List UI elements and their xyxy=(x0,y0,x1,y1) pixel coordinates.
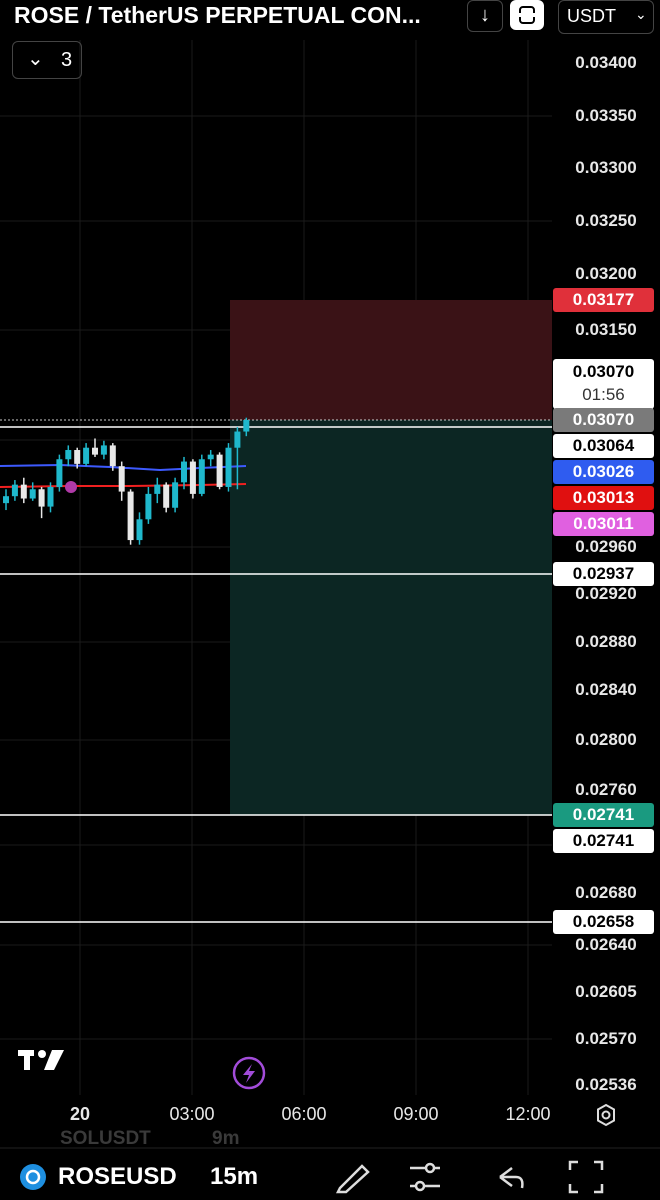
settings-icon-dot xyxy=(601,1110,611,1120)
lightning-button[interactable] xyxy=(232,1056,266,1090)
price-label: 0.03200 xyxy=(575,264,637,283)
chevron: ⌄ xyxy=(27,48,44,70)
candle-body xyxy=(20,484,27,499)
toolbar-icons xyxy=(335,1160,604,1194)
price-tag: 0.02658 xyxy=(553,910,654,934)
price-tag: 0.03013 xyxy=(553,486,654,510)
candle-body xyxy=(189,461,196,494)
candle-body xyxy=(181,461,187,483)
candle-body xyxy=(118,466,125,492)
symbol-logo xyxy=(20,1164,46,1190)
candle-body xyxy=(92,447,98,455)
candle-body xyxy=(29,489,36,499)
countdown-tag: 0.03070 01:56 xyxy=(553,359,654,409)
adjust-button[interactable] xyxy=(410,1166,440,1188)
price-label: 0.03400 xyxy=(575,53,637,72)
candle-body xyxy=(234,431,241,448)
price-label: 0.02570 xyxy=(575,1029,637,1048)
price-label: 0.03150 xyxy=(575,320,637,339)
candle-body xyxy=(243,420,250,432)
price-tag: 0.02741 xyxy=(553,803,654,827)
watermark-symbol: SOLUSDT xyxy=(60,1128,151,1149)
price-tag: 0.02741 xyxy=(553,829,654,853)
candle-body xyxy=(198,459,205,494)
time-label: 12:00 xyxy=(505,1104,551,1124)
moving-average xyxy=(0,483,247,488)
indicator-count: 3 xyxy=(61,49,73,71)
price-tag: 0.03177 xyxy=(553,288,654,312)
price-tag: 0.03064 xyxy=(553,434,654,458)
price-label: 0.02880 xyxy=(575,632,637,651)
lightning-icon xyxy=(243,1064,255,1083)
time-label: 20 xyxy=(69,1104,91,1124)
price-label: 0.02536 xyxy=(575,1075,637,1094)
symbol-title[interactable]: ROSE / TetherUS PERPETUAL CON... xyxy=(14,2,421,28)
draw-button[interactable] xyxy=(335,1164,370,1194)
price-label: 0.02680 xyxy=(575,883,637,902)
candle-body xyxy=(225,447,232,487)
price-label: 0.02800 xyxy=(575,730,637,749)
countdown: 01:56 xyxy=(582,385,625,404)
price-label: 0.02840 xyxy=(575,680,637,699)
time-label: 03:00 xyxy=(169,1104,215,1124)
price-tag: 0.03070 xyxy=(553,408,654,432)
download-button[interactable]: ↓ xyxy=(467,0,503,32)
price-label: 0.02605 xyxy=(575,982,637,1001)
indicators-toggle[interactable]: ⌄ 3 xyxy=(12,41,82,79)
compare-icon xyxy=(516,6,538,24)
tradingview-logo xyxy=(18,1050,64,1070)
price-tag: 0.03070 xyxy=(572,362,635,381)
candle-body xyxy=(100,445,107,455)
marker xyxy=(65,481,77,493)
candle-body xyxy=(136,519,143,541)
currency: USDT xyxy=(567,6,616,26)
time-label: 09:00 xyxy=(393,1104,439,1124)
candle-body xyxy=(127,491,134,541)
price-tag: 0.03026 xyxy=(553,460,654,484)
price-label: 0.02920 xyxy=(575,584,637,603)
candle-body xyxy=(83,447,90,464)
candle-body xyxy=(65,450,72,460)
footer-symbol[interactable]: ROSEUSD xyxy=(58,1163,177,1190)
price-label: 0.02960 xyxy=(575,537,637,556)
candle-body xyxy=(216,454,223,487)
candles xyxy=(3,417,250,545)
price-label: 0.03250 xyxy=(575,211,637,230)
footer-interval[interactable]: 15m xyxy=(210,1163,259,1190)
candle-body xyxy=(109,445,116,467)
moving-average xyxy=(0,463,247,472)
symbol-logo-ring xyxy=(25,1169,41,1185)
compare-button[interactable] xyxy=(510,0,544,30)
price-label: 0.03300 xyxy=(575,158,637,177)
candle-body xyxy=(47,486,54,507)
candle-body xyxy=(154,484,161,494)
price-label: 0.03350 xyxy=(575,106,637,125)
candle-body xyxy=(172,482,179,508)
time-label: 06:00 xyxy=(281,1104,327,1124)
candle-body xyxy=(3,496,9,504)
candle-body xyxy=(38,489,45,507)
stop-zone xyxy=(230,300,552,420)
candle-body xyxy=(207,454,214,460)
price-tag: 0.02937 xyxy=(553,562,654,586)
settings-icon[interactable] xyxy=(597,1103,615,1127)
candle-body xyxy=(163,484,170,508)
price-label: 0.02640 xyxy=(575,935,637,954)
watermark-interval: 9m xyxy=(212,1128,240,1149)
candle-body xyxy=(56,459,63,487)
candle-body xyxy=(74,450,81,464)
price-label: 0.02760 xyxy=(575,780,637,799)
price-tag: 0.03011 xyxy=(553,512,654,536)
currency-select[interactable]: USDT ⌄ xyxy=(558,0,654,34)
chevron: ⌄ xyxy=(635,6,647,22)
fullscreen-button[interactable] xyxy=(568,1160,604,1194)
target-zone xyxy=(230,420,552,815)
candle-body xyxy=(145,493,152,520)
undo-button[interactable] xyxy=(499,1167,524,1189)
candle-body xyxy=(11,484,18,497)
